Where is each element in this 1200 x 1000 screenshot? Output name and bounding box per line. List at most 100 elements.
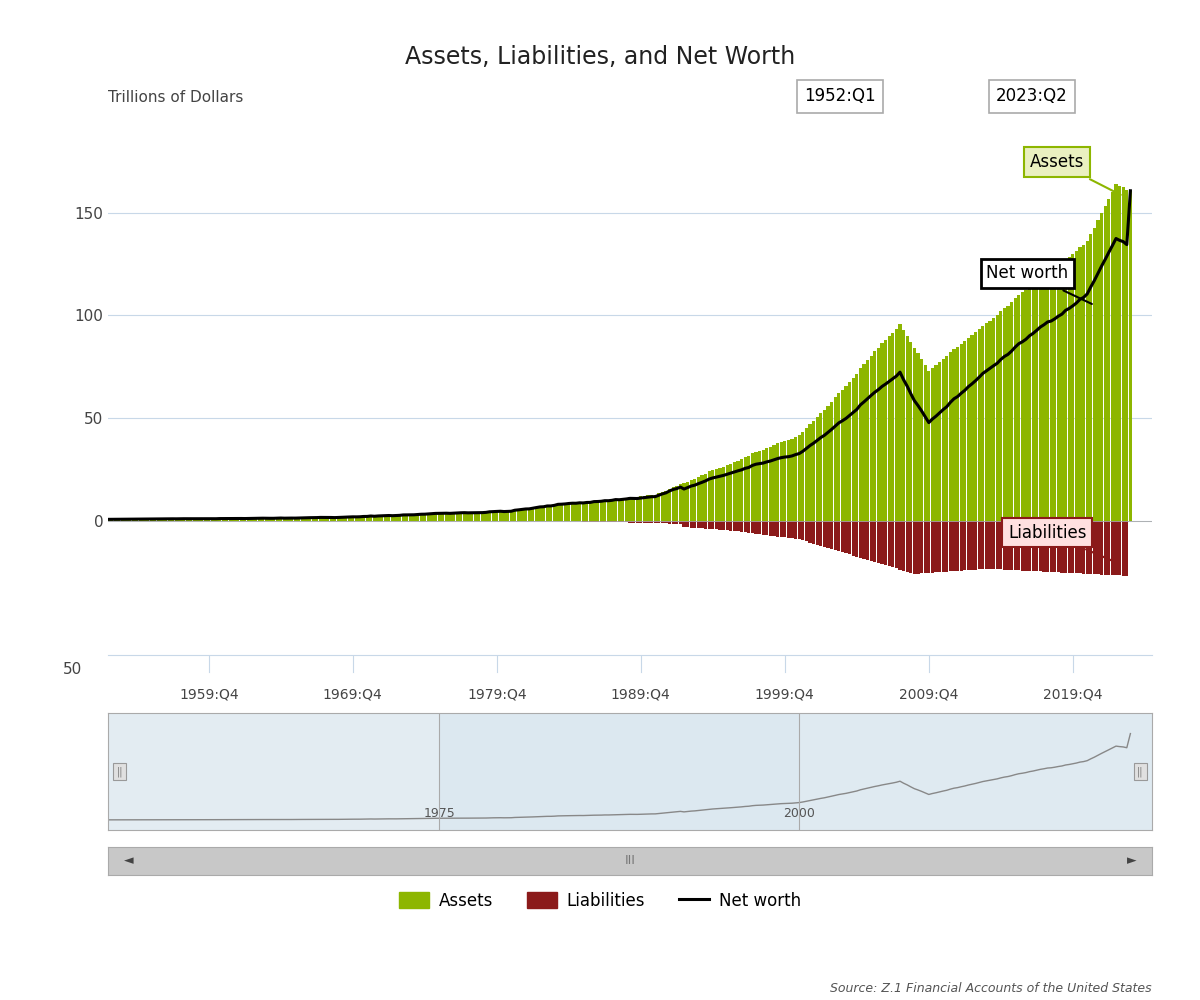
Bar	[910, 342, 912, 521]
Bar	[679, 484, 682, 521]
Bar	[564, 504, 566, 521]
Bar	[161, 519, 163, 521]
Bar	[938, 362, 941, 521]
Bar	[553, 505, 556, 521]
Bar	[503, 511, 505, 521]
Bar	[355, 517, 358, 521]
Bar	[870, 521, 872, 561]
Bar	[168, 519, 170, 521]
Bar	[719, 468, 721, 521]
Bar	[172, 519, 174, 521]
Bar	[384, 516, 386, 521]
Bar	[647, 495, 649, 521]
Bar	[805, 521, 808, 541]
Bar	[676, 521, 678, 524]
Bar	[1050, 270, 1052, 521]
Bar	[1118, 521, 1121, 575]
Bar	[665, 521, 667, 523]
Bar	[809, 424, 811, 521]
Bar	[265, 518, 268, 521]
Bar	[229, 518, 232, 521]
Bar	[362, 516, 365, 521]
Bar	[283, 518, 286, 521]
Bar	[942, 359, 944, 521]
Bar	[816, 417, 818, 521]
Bar	[748, 456, 750, 521]
Bar	[852, 378, 854, 521]
Bar	[1068, 257, 1070, 521]
Bar	[517, 510, 520, 521]
Bar	[744, 457, 746, 521]
Bar	[708, 471, 710, 521]
Bar	[262, 518, 264, 521]
Bar	[902, 330, 905, 521]
Bar	[391, 516, 394, 521]
Bar	[586, 502, 588, 521]
Bar	[136, 519, 138, 521]
Bar	[1018, 521, 1020, 570]
Bar	[672, 487, 674, 521]
Text: 1979:Q4: 1979:Q4	[467, 687, 527, 701]
Bar	[370, 516, 372, 521]
Bar	[622, 521, 624, 522]
Bar	[1043, 521, 1045, 572]
Bar	[722, 467, 725, 521]
Bar	[686, 521, 689, 527]
Bar	[197, 519, 199, 521]
Bar	[881, 521, 883, 564]
Bar	[726, 521, 728, 530]
Legend: Assets, Liabilities, Net worth: Assets, Liabilities, Net worth	[392, 885, 808, 917]
Bar	[949, 521, 952, 571]
Bar	[463, 513, 466, 521]
Bar	[881, 343, 883, 521]
Bar	[895, 521, 898, 568]
Text: 1999:Q4: 1999:Q4	[755, 687, 815, 701]
Bar	[856, 521, 858, 557]
Bar	[1057, 521, 1060, 572]
Bar	[1122, 187, 1124, 521]
Bar	[1018, 295, 1020, 521]
Bar	[1003, 521, 1006, 570]
Bar	[956, 521, 959, 571]
Bar	[643, 496, 646, 521]
Bar	[108, 713, 439, 830]
Bar	[550, 506, 552, 521]
Bar	[614, 521, 617, 522]
Bar	[1072, 254, 1074, 521]
Bar	[276, 518, 278, 521]
Bar	[611, 499, 613, 521]
Bar	[290, 518, 293, 521]
Bar	[874, 351, 876, 521]
Bar	[816, 521, 818, 545]
Bar	[917, 521, 919, 574]
Bar	[157, 519, 160, 521]
Bar	[989, 521, 991, 569]
Bar	[1093, 228, 1096, 521]
Bar	[758, 521, 761, 534]
Bar	[1097, 220, 1099, 521]
Bar	[722, 521, 725, 530]
Bar	[737, 521, 739, 531]
Bar	[301, 518, 304, 521]
Bar	[863, 364, 865, 521]
Bar	[474, 513, 476, 521]
Bar	[917, 353, 919, 521]
Bar	[402, 515, 404, 521]
Text: Net worth: Net worth	[986, 264, 1092, 304]
Bar	[1007, 306, 1009, 521]
Bar	[780, 442, 782, 521]
Bar	[348, 517, 350, 521]
Bar	[982, 521, 984, 569]
Bar	[1036, 280, 1038, 521]
Bar	[128, 519, 131, 521]
Bar	[334, 518, 336, 521]
Bar	[960, 521, 962, 571]
Bar	[622, 498, 624, 521]
Bar	[1068, 521, 1070, 573]
Bar	[182, 519, 185, 521]
Text: 1969:Q4: 1969:Q4	[323, 687, 383, 701]
Bar	[870, 356, 872, 521]
Bar	[650, 495, 653, 521]
Bar	[956, 347, 959, 521]
Bar	[920, 521, 923, 573]
